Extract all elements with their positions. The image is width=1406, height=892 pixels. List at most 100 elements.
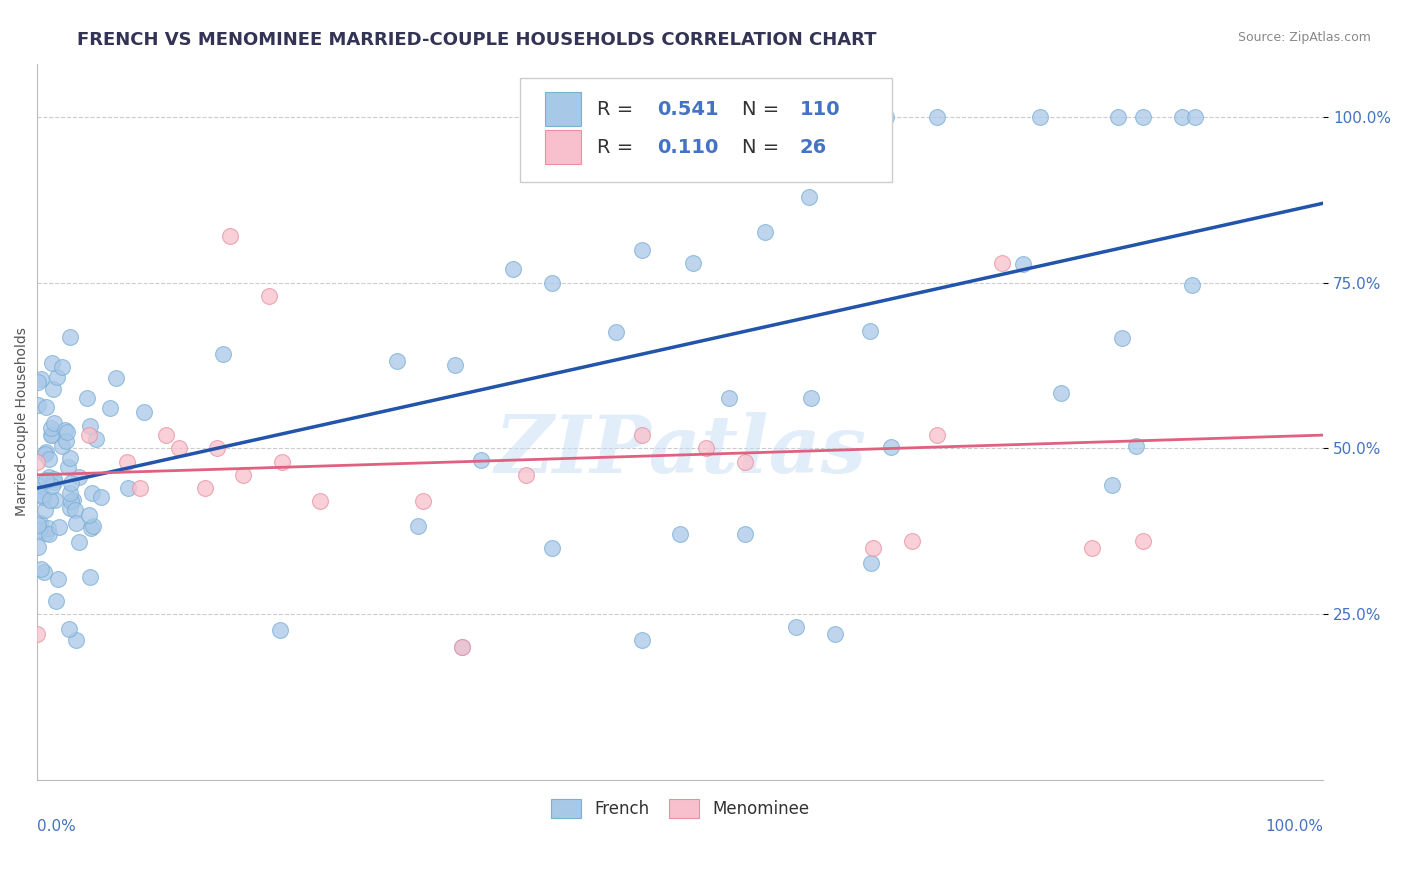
Point: [567, 110, 589, 124]
Text: 100.0%: 100.0%: [1265, 819, 1323, 834]
Point: [55, 425, 77, 439]
Text: Source: ZipAtlas.com: Source: ZipAtlas.com: [1237, 31, 1371, 45]
Point: [682, 256, 704, 270]
Point: [630, 428, 652, 442]
Point: [991, 256, 1014, 270]
Point: [193, 481, 215, 495]
Point: [257, 289, 280, 303]
Point: [51, 439, 73, 453]
Bar: [546, 130, 581, 164]
Text: R =: R =: [596, 100, 640, 119]
Point: [900, 534, 922, 549]
Point: [39, 493, 62, 508]
Point: [42, 472, 65, 486]
FancyBboxPatch shape: [520, 78, 893, 182]
Point: [60, 493, 83, 508]
Text: 0.110: 0.110: [657, 137, 718, 157]
Point: [28, 516, 51, 530]
Point: [412, 494, 434, 508]
Point: [927, 110, 949, 124]
Point: [34, 566, 56, 580]
Point: [28, 523, 51, 537]
Point: [1181, 277, 1204, 292]
Point: [785, 620, 807, 634]
Point: [34, 447, 56, 461]
Point: [1171, 110, 1194, 124]
Point: [734, 454, 756, 468]
Point: [129, 481, 152, 495]
Point: [59, 501, 82, 516]
Point: [90, 490, 112, 504]
Point: [1101, 477, 1123, 491]
Point: [470, 453, 492, 467]
Point: [630, 633, 652, 648]
Bar: [546, 92, 581, 127]
Point: [117, 481, 139, 495]
Point: [1132, 110, 1154, 124]
Point: [859, 556, 882, 570]
Point: [27, 627, 49, 641]
Point: [862, 541, 884, 555]
Point: [406, 518, 429, 533]
Point: [270, 454, 292, 468]
Point: [48, 519, 70, 533]
Point: [38, 470, 60, 484]
Point: [27, 518, 49, 533]
Point: [51, 359, 73, 374]
Point: [37, 521, 59, 535]
Text: N =: N =: [742, 100, 786, 119]
Point: [669, 527, 692, 541]
Text: 110: 110: [800, 100, 841, 119]
Point: [1184, 110, 1206, 124]
Point: [1050, 386, 1073, 401]
Point: [540, 541, 562, 555]
Point: [84, 432, 107, 446]
Point: [695, 442, 717, 456]
Point: [27, 454, 49, 468]
Point: [1111, 331, 1133, 345]
Point: [1107, 110, 1129, 124]
Point: [35, 473, 58, 487]
Point: [27, 483, 49, 498]
Point: [219, 229, 242, 244]
Y-axis label: Married-couple Households: Married-couple Households: [15, 327, 30, 516]
Point: [67, 470, 90, 484]
Point: [605, 325, 627, 339]
Point: [444, 358, 467, 372]
Text: ZIPatlas: ZIPatlas: [495, 412, 866, 489]
Point: [30, 371, 52, 385]
Point: [1011, 257, 1033, 271]
Point: [27, 540, 49, 554]
Point: [117, 454, 139, 468]
Point: [59, 475, 82, 490]
Text: 0.541: 0.541: [657, 100, 718, 119]
Point: [41, 382, 63, 396]
Text: R =: R =: [596, 137, 640, 157]
Legend: French, Menominee: French, Menominee: [544, 792, 817, 825]
Point: [27, 478, 49, 492]
Point: [77, 428, 100, 442]
Point: [65, 632, 87, 647]
Point: [695, 110, 717, 124]
Point: [62, 492, 84, 507]
Text: N =: N =: [742, 137, 786, 157]
Point: [502, 262, 524, 277]
Point: [387, 354, 409, 368]
Point: [55, 434, 77, 448]
Point: [39, 428, 62, 442]
Point: [53, 423, 76, 437]
Point: [27, 376, 49, 390]
Point: [44, 416, 66, 430]
Point: [630, 243, 652, 257]
Point: [1081, 541, 1104, 555]
Point: [80, 521, 103, 535]
Point: [269, 623, 291, 637]
Point: [41, 479, 63, 493]
Point: [59, 451, 82, 466]
Point: [41, 428, 63, 442]
Point: [45, 594, 67, 608]
Point: [132, 405, 155, 419]
Point: [35, 445, 58, 459]
Point: [59, 329, 82, 343]
Point: [98, 401, 121, 416]
